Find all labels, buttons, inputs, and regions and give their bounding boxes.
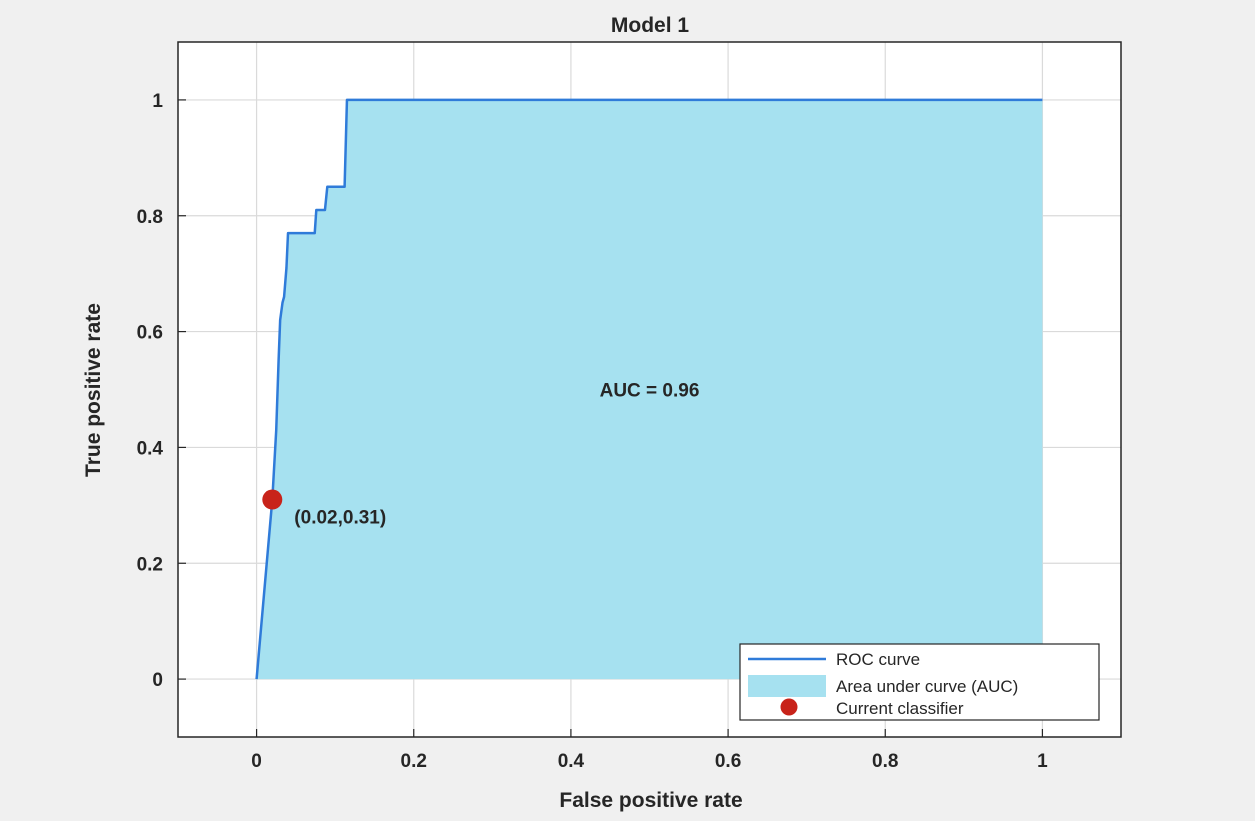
legend-auc-label: Area under curve (AUC) — [836, 677, 1018, 696]
y-tick-label-3: 0.6 — [137, 323, 163, 344]
legend: ROC curve Area under curve (AUC) Current… — [739, 643, 1100, 721]
legend-roc-label: ROC curve — [836, 650, 920, 669]
chart-title: Model 1 — [611, 14, 689, 37]
x-tick-label-0: 0 — [251, 751, 262, 772]
y-tick-label-2: 0.4 — [137, 438, 164, 459]
y-tick-label-4: 0.8 — [137, 207, 163, 228]
roc-curve-line — [255, 98, 1043, 680]
y-tick-label-5: 1 — [152, 91, 163, 112]
x-tick-label-1: 0.2 — [401, 751, 427, 772]
y-tick-label-0: 0 — [152, 670, 163, 691]
x-tick-label-3: 0.6 — [715, 751, 741, 772]
current-classifier-point — [262, 489, 283, 510]
classifier-point-label: (0.02,0.31) — [294, 508, 386, 529]
legend-auc-swatch — [748, 675, 826, 697]
x-tick-label-4: 0.8 — [872, 751, 898, 772]
x-tick-label-2: 0.4 — [558, 751, 585, 772]
x-tick-label-5: 1 — [1037, 751, 1048, 772]
x-axis-ticks: 0 0.2 0.4 0.6 0.8 1 — [251, 729, 1048, 772]
auc-label: AUC = 0.96 — [600, 381, 700, 402]
y-axis-ticks: 0 0.2 0.4 0.6 0.8 1 — [137, 91, 186, 691]
legend-classifier-label: Current classifier — [836, 699, 964, 718]
y-axis-title: True positive rate — [82, 303, 105, 477]
legend-classifier-swatch — [780, 698, 798, 716]
x-axis-title: False positive rate — [559, 789, 742, 812]
y-tick-label-1: 0.2 — [137, 554, 163, 575]
axes-box — [177, 41, 1122, 738]
auc-area — [256, 99, 1043, 680]
